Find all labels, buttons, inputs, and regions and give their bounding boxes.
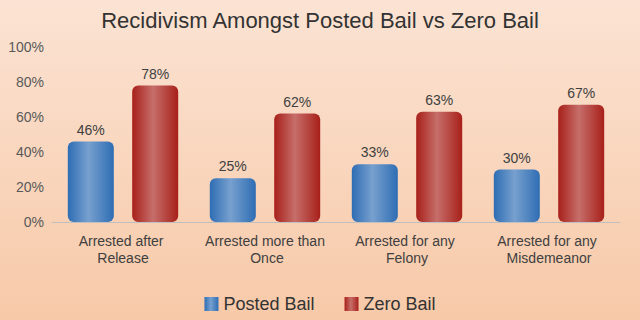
svg-text:100%: 100%: [8, 39, 44, 55]
svg-text:78%: 78%: [141, 66, 169, 82]
svg-text:Arrested for any: Arrested for any: [355, 233, 459, 249]
svg-text:Arrested after: Arrested after: [79, 233, 168, 249]
svg-text:62%: 62%: [283, 94, 311, 110]
svg-text:33%: 33%: [361, 144, 389, 160]
svg-text:Felony: Felony: [386, 250, 428, 266]
svg-text:60%: 60%: [16, 109, 44, 125]
svg-text:46%: 46%: [77, 122, 105, 138]
svg-text:Arrested more than: Arrested more than: [205, 233, 325, 249]
svg-text:Misdemeanor: Misdemeanor: [507, 250, 592, 266]
svg-text:25%: 25%: [219, 158, 247, 174]
svg-text:80%: 80%: [16, 74, 44, 90]
svg-text:30%: 30%: [503, 150, 531, 166]
svg-text:Release: Release: [97, 250, 149, 266]
svg-text:Recidivism Amongst Posted Bail: Recidivism Amongst Posted Bail vs Zero B…: [101, 8, 539, 33]
svg-text:Posted Bail: Posted Bail: [223, 294, 314, 314]
svg-text:20%: 20%: [16, 179, 44, 195]
svg-text:Arrested for any: Arrested for any: [497, 233, 601, 249]
svg-text:67%: 67%: [567, 85, 595, 101]
svg-text:40%: 40%: [16, 144, 44, 160]
svg-text:Once: Once: [246, 250, 284, 266]
svg-text:63%: 63%: [425, 92, 453, 108]
svg-text:Zero Bail: Zero Bail: [364, 294, 436, 314]
svg-text:0%: 0%: [24, 214, 44, 230]
